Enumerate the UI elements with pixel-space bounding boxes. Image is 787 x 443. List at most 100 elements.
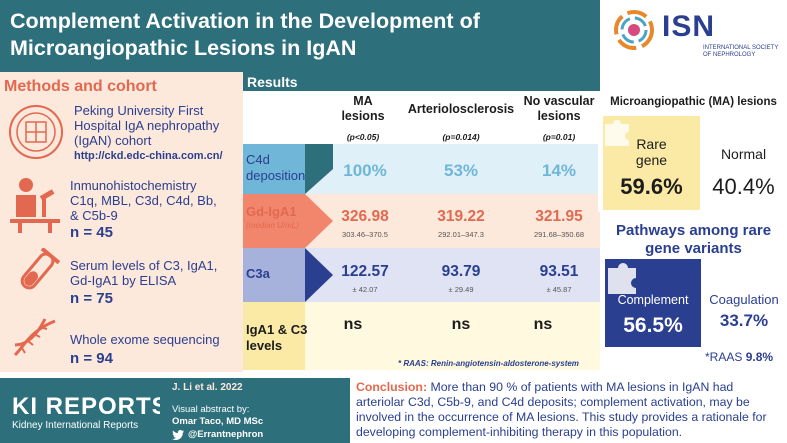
- cell-gdiga1-ma: 326.98: [341, 208, 389, 225]
- cell-gdiga1-arterio: 319.22: [437, 208, 485, 225]
- rare-gene-value: 59.6%: [620, 174, 683, 199]
- cell-c3a-arterio: 93.79: [441, 263, 481, 280]
- col-head-ma: MA lesions: [332, 94, 394, 124]
- complement-value: 56.5%: [623, 314, 683, 337]
- col-p-arterio: (p=0.014): [442, 132, 480, 142]
- rare-gene-label-line-2: gene: [635, 152, 668, 168]
- cell-c3a-ma: 122.57: [341, 263, 389, 280]
- raas-label: *RAAS: [705, 350, 743, 364]
- title-line-2: Microangiopathic Lesions in IgAN: [10, 36, 357, 60]
- row-label-c3a: C3a: [246, 266, 270, 281]
- method-2-line-3: & C5b-9: [70, 208, 118, 223]
- col-head-novasc-line-2: lesions: [537, 109, 581, 123]
- microscope-scientist-icon: [10, 178, 60, 233]
- isn-logo-icon: [614, 10, 654, 50]
- method-1-line-3: (IgAN) cohort: [74, 133, 152, 148]
- ma-panel-title: Microangiopathic (MA) lesions: [610, 96, 777, 108]
- method-2-text: Inmunohistochemistry C1q, MBL, C3d, C4d,…: [70, 178, 217, 223]
- method-2-line-2: C1q, MBL, C3d, C4d, Bb,: [70, 193, 217, 208]
- twitter-icon: [172, 430, 184, 440]
- col-head-ma-line-1: MA: [353, 94, 373, 108]
- journal-logo: KI REPORTS: [12, 393, 169, 420]
- cell-iga1c3-novasc: ns: [533, 316, 553, 333]
- page-title: Complement Activation in the Development…: [10, 8, 600, 62]
- row-label-bg-c3a: [243, 248, 305, 302]
- dna-icon: [13, 318, 56, 357]
- header-banner: [0, 0, 600, 72]
- cell-c4d-arterio: 53%: [443, 161, 479, 180]
- method-3-line-1: Serum levels of C3, IgA1,: [70, 258, 218, 273]
- normal-box: [700, 116, 787, 210]
- cell-c3a-ma-sd: ± 42.07: [352, 285, 378, 294]
- method-2-line-1: Inmunohistochemistry: [70, 178, 197, 193]
- footer-journal-block: [0, 378, 160, 443]
- conclusion-block: [350, 378, 787, 443]
- method-4-text: Whole exome sequencing: [70, 332, 220, 347]
- twitter-handle[interactable]: @Errantnephron: [188, 429, 264, 440]
- cell-c4d-ma: 100%: [343, 161, 387, 180]
- pku-seal-icon: [9, 105, 63, 159]
- coagulation-box: [701, 259, 787, 347]
- col-p-novasc: (p=0.01): [542, 132, 576, 142]
- pathways-title-line-2: gene variants: [645, 240, 742, 257]
- col-head-ma-line-2: lesions: [341, 109, 385, 123]
- row-label-iga1c3: IgA1 & C3 levels: [246, 322, 307, 354]
- row-label-bg-c4d: [243, 144, 305, 194]
- row-label-gdiga1: Gd-IgA1: [246, 204, 297, 219]
- cell-gdiga1-novasc-range: 291.68–350.68: [533, 230, 585, 239]
- cohort-link[interactable]: http://ckd.edc-china.com.cn/: [74, 150, 223, 162]
- col-head-novasc-line-1: No vascular: [523, 94, 595, 108]
- isn-wordmark: ISN: [662, 10, 716, 43]
- row-label-bg-iga1c3: [243, 302, 305, 370]
- cell-c3a-arterio-sd: ± 29.49: [448, 285, 474, 294]
- coagulation-label: Coagulation: [709, 292, 779, 307]
- citation: J. Li et al. 2022: [172, 382, 243, 393]
- col-head-arterio: Arteriolosclerosis: [407, 102, 515, 116]
- results-bar: [243, 72, 600, 91]
- complement-label: Complement: [617, 293, 689, 307]
- method-1-text: Peking University First Hospital IgA nep…: [74, 103, 219, 148]
- cell-iga1c3-ma: ns: [343, 316, 363, 333]
- cell-c3a-novasc: 93.51: [539, 263, 579, 280]
- row-label-bg-gdiga1: [243, 194, 305, 248]
- row-label-c4d-line-1: C4d: [246, 152, 270, 167]
- col-head-novasc: No vascular lesions: [522, 94, 596, 124]
- raas-value: 9.8%: [745, 350, 774, 364]
- method-1-line-2: Hospital IgA nephropathy: [74, 118, 220, 133]
- rare-gene-label-line-1: Rare: [636, 136, 667, 152]
- pathways-title-line-1: Pathways among rare: [615, 222, 772, 239]
- method-3-text: Serum levels of C3, IgA1, Gd-IgA1 by ELI…: [70, 258, 217, 288]
- va-by: Visual abstract by:: [172, 404, 250, 415]
- methods-title: Methods and cohort: [4, 78, 157, 95]
- row-label-c4d-line-2: deposition: [246, 168, 306, 183]
- isn-subtitle: INTERNATIONAL SOCIETY OF NEPHROLOGY: [703, 45, 779, 58]
- cell-gdiga1-novasc: 321.95: [535, 208, 583, 225]
- cell-gdiga1-arterio-range: 292.01–347.3: [438, 230, 484, 239]
- cell-iga1c3-arterio: ns: [451, 316, 471, 333]
- title-line-1: Complement Activation in the Development…: [10, 9, 480, 33]
- method-3-n: n = 75: [70, 290, 113, 307]
- raas-footnote: * RAAS: Renin-angiotensin-aldosterone-sy…: [398, 359, 579, 368]
- method-1-line-1: Peking University First: [74, 103, 204, 118]
- row-label-iga1c3-line-1: IgA1 & C3: [246, 322, 308, 337]
- raas-pathway: *RAAS 9.8%: [705, 350, 773, 364]
- col-p-ma: (p<0.05): [346, 132, 380, 142]
- row-label-c4d: C4d deposition: [246, 152, 305, 184]
- cell-c3a-novasc-sd: ± 45.87: [546, 285, 572, 294]
- row-label-gdiga1-unit: (median U/mL): [246, 221, 299, 230]
- results-title: Results: [247, 74, 298, 90]
- pathways-title: Pathways among rare gene variants: [600, 222, 787, 258]
- test-tube-icon: [20, 248, 60, 290]
- coagulation-value: 33.7%: [719, 311, 769, 330]
- method-2-n: n = 45: [70, 224, 113, 241]
- puzzle-piece-icon-2: [608, 263, 636, 294]
- footer-credits-block: [160, 378, 350, 443]
- conclusion-text: More than 90 % of patients with MA lesio…: [356, 380, 767, 439]
- rare-gene-label: Rare gene: [603, 136, 700, 168]
- normal-label: Normal: [720, 146, 767, 162]
- conclusion: Conclusion: More than 90 % of patients w…: [356, 380, 781, 440]
- row-label-iga1c3-line-2: levels: [246, 338, 283, 353]
- journal-subtitle: Kidney International Reports: [12, 420, 139, 431]
- method-3-line-2: Gd-IgA1 by ELISA: [70, 273, 177, 288]
- cell-c4d-novasc: 14%: [541, 161, 577, 180]
